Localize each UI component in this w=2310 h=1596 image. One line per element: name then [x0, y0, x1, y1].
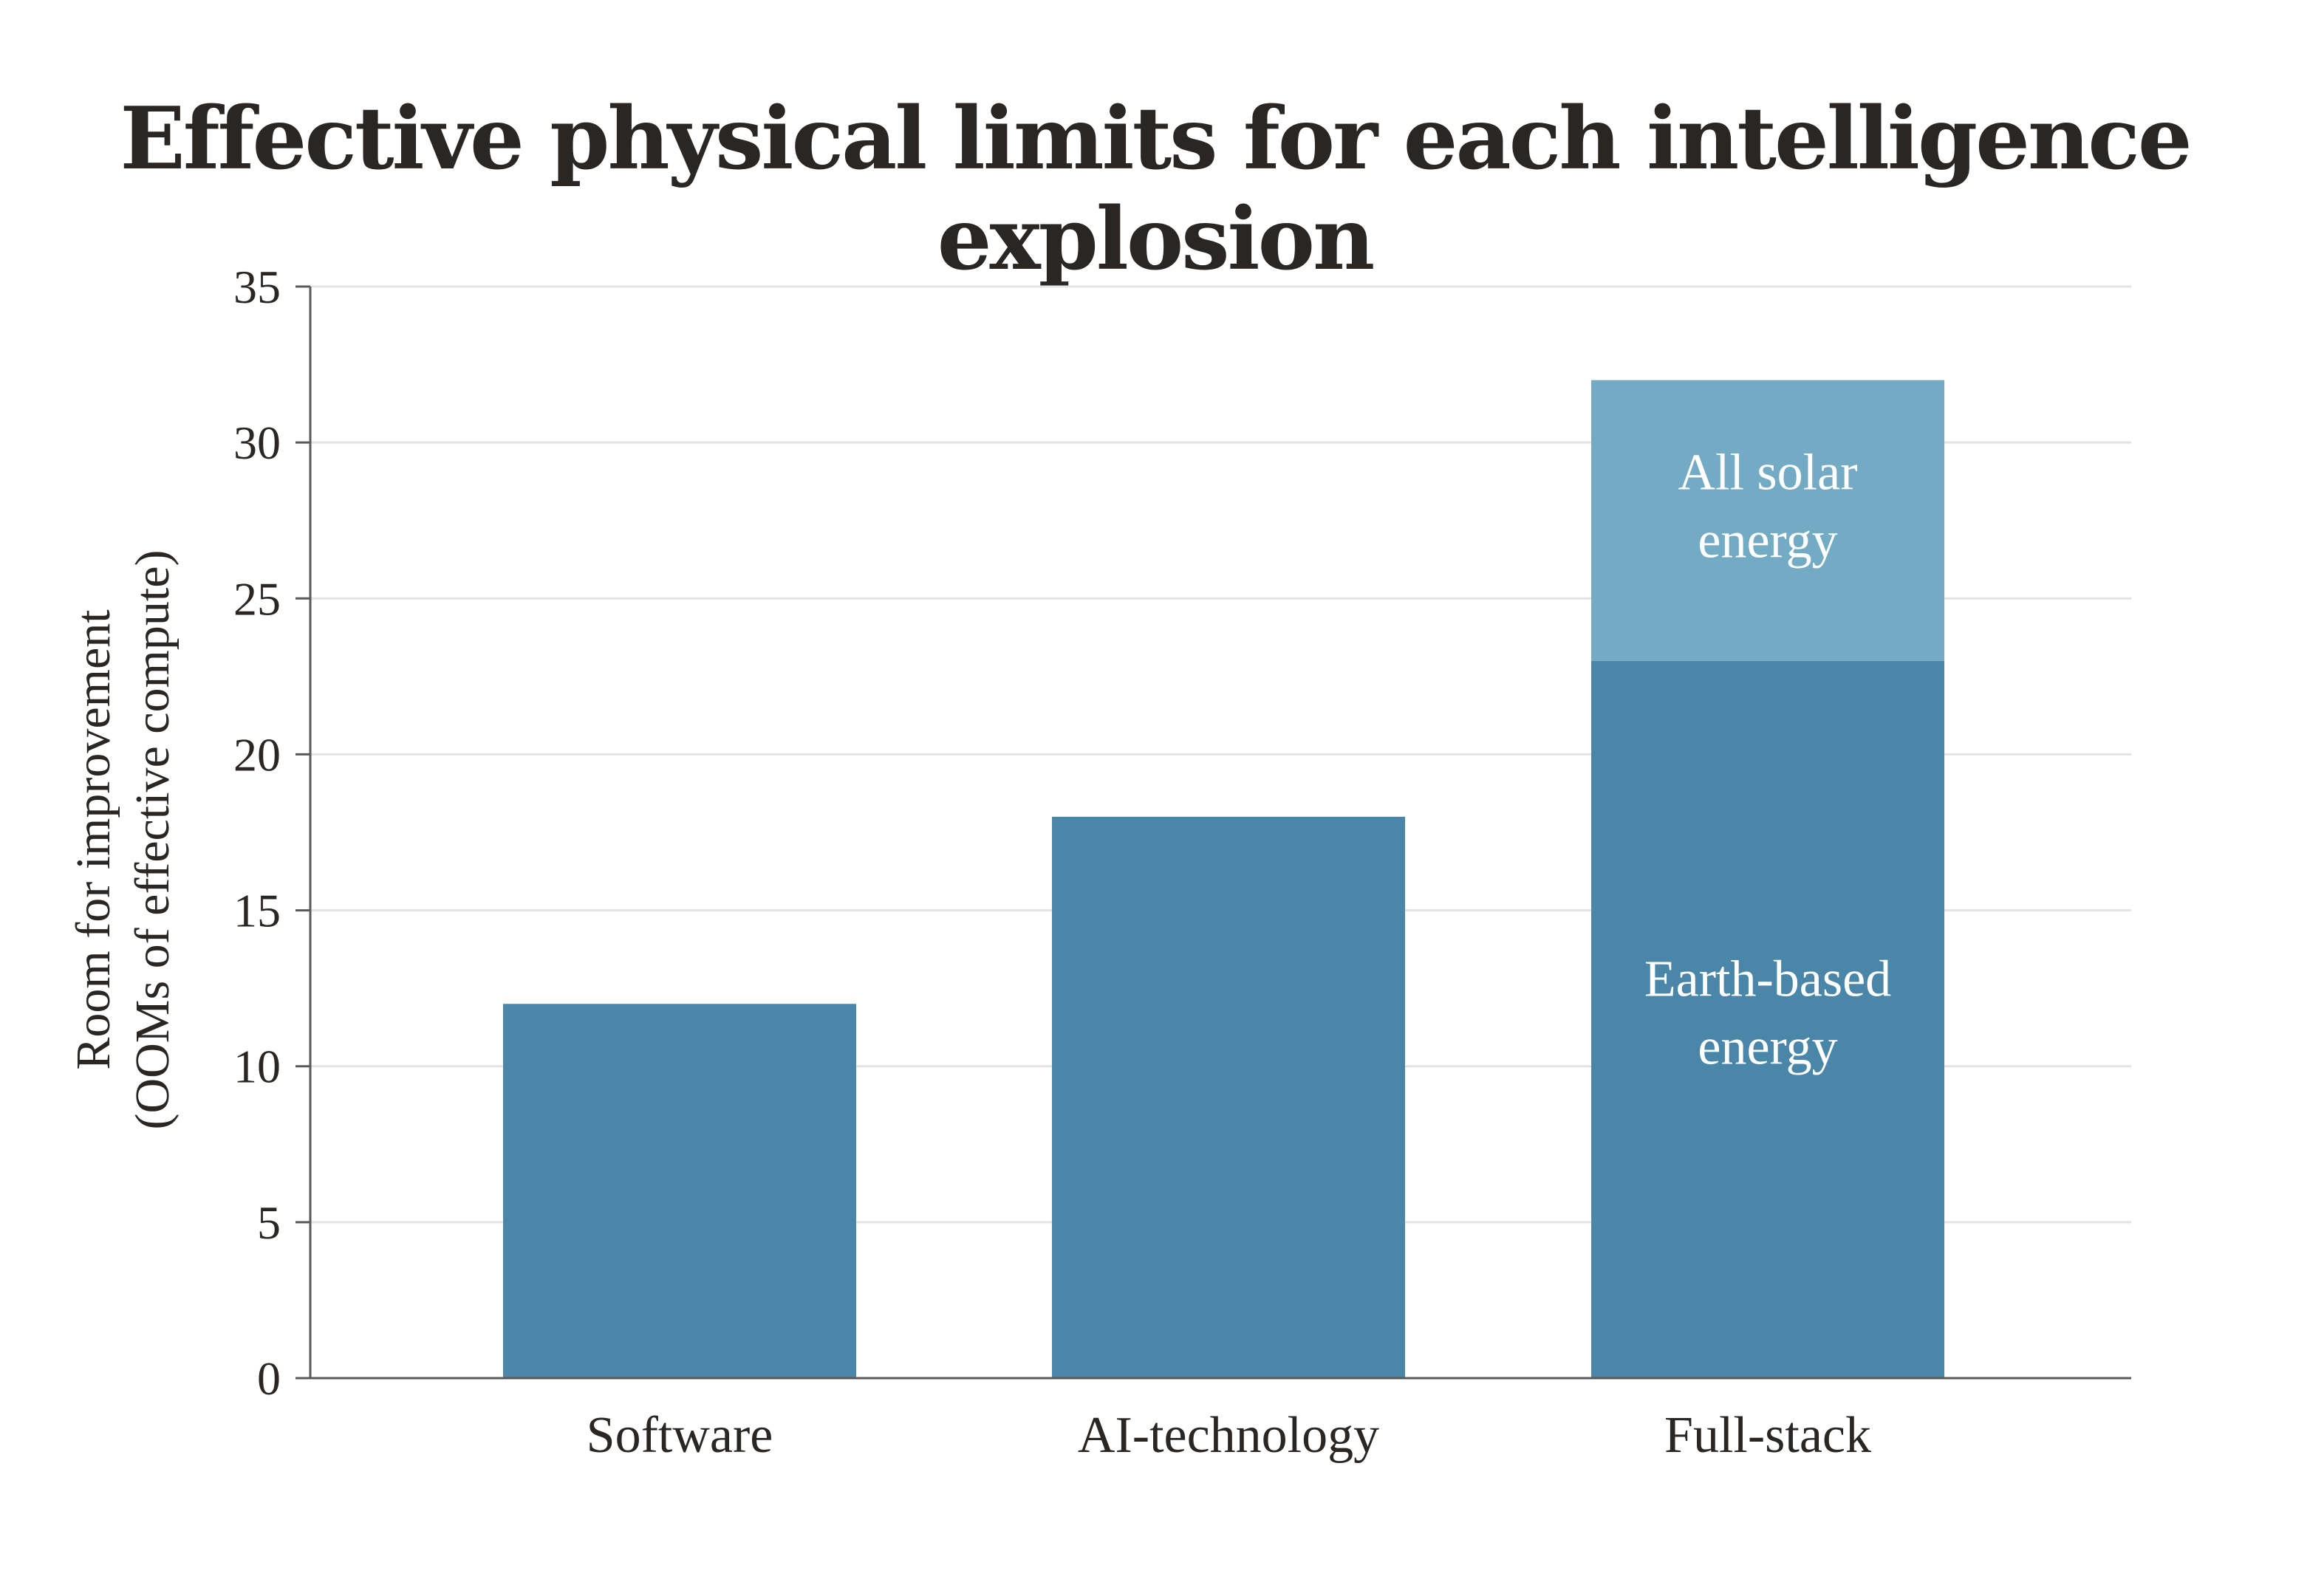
- bars: [503, 380, 1944, 1378]
- bar-ai-technology-segment-0: [1052, 816, 1405, 1378]
- segment-label: Earth-based: [1644, 951, 1891, 1007]
- y-tick-label: 0: [257, 1352, 281, 1405]
- x-category-label: Software: [587, 1407, 773, 1464]
- y-tick-label: 5: [257, 1196, 281, 1249]
- x-category-label: AI-technology: [1078, 1407, 1379, 1464]
- bar-full-stack-segment-1: [1591, 380, 1944, 661]
- bar-full-stack-segment-0: [1591, 660, 1944, 1378]
- segment-label: All solar: [1678, 445, 1857, 501]
- chart-title: Effective physical limits for each intel…: [120, 89, 2192, 290]
- y-axis-label: Room for improvement: [66, 609, 120, 1069]
- x-category-label: Full-stack: [1664, 1407, 1871, 1464]
- labels: 0 5 10 15 20 25 30 35 Software AI-technology Earth…: [66, 261, 1891, 1464]
- bar-software-segment-0: [503, 1004, 856, 1378]
- y-tick-label: 25: [233, 572, 281, 625]
- segment-label: energy: [1698, 1018, 1837, 1075]
- y-tick-label: 30: [233, 417, 281, 469]
- y-tick-label: 35: [233, 261, 281, 313]
- axes: [295, 285, 2131, 1380]
- y-tick-label: 10: [233, 1041, 281, 1093]
- segment-label: energy: [1698, 513, 1837, 569]
- y-tick-label: 15: [233, 885, 281, 937]
- y-axis-label: (OOMs of effective compute): [126, 549, 180, 1129]
- y-tick-label: 20: [233, 728, 281, 781]
